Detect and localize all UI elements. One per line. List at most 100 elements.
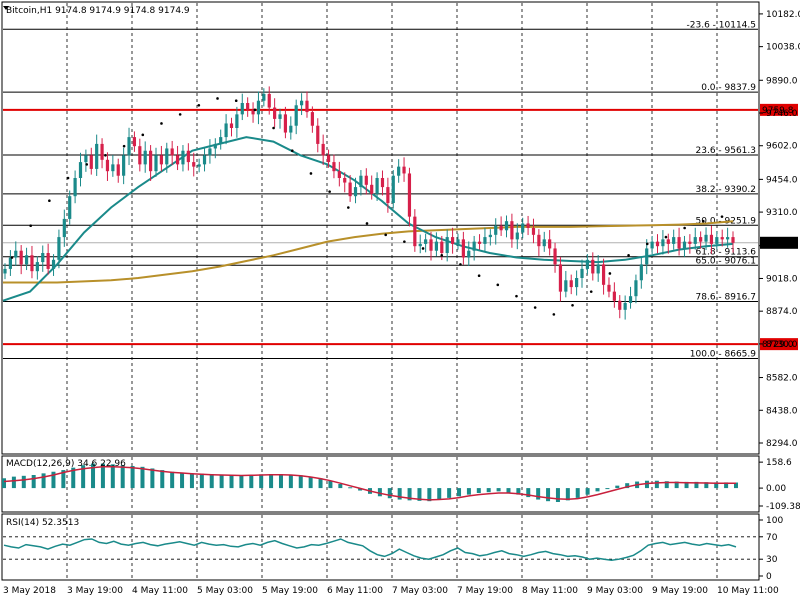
candle-body xyxy=(35,262,39,272)
candle-body xyxy=(564,280,568,292)
macd-histogram-bar xyxy=(546,488,551,502)
current-price-label: 9174.9 xyxy=(762,239,794,249)
candle-body xyxy=(391,175,395,203)
candle-body xyxy=(256,100,261,115)
time-tick-label: 10 May 11:00 xyxy=(717,586,779,596)
candle-body xyxy=(348,182,352,197)
time-tick-label: 3 May 19:00 xyxy=(67,586,123,596)
time-tick-label: 5 May 19:00 xyxy=(262,586,318,596)
sar-dot xyxy=(459,263,462,266)
sar-dot xyxy=(477,274,481,278)
sar-dot xyxy=(309,172,313,175)
candle-body xyxy=(672,237,676,244)
candle-body xyxy=(580,268,584,278)
candle-body xyxy=(370,184,374,194)
candle-body xyxy=(650,241,654,249)
candle-body xyxy=(515,232,519,240)
candle-body xyxy=(699,237,703,242)
candle-body xyxy=(41,253,45,263)
macd-tick-label: 0.00 xyxy=(766,484,786,494)
candle-body xyxy=(477,241,482,244)
candle-body xyxy=(73,178,77,197)
candle-body xyxy=(332,162,336,172)
macd-histogram-bar xyxy=(189,473,194,489)
dropdown-triangle-icon[interactable] xyxy=(3,6,9,10)
candle-body xyxy=(8,257,12,269)
candle-body xyxy=(229,123,234,128)
macd-histogram-bar xyxy=(219,474,224,489)
rsi-tick-label: 0 xyxy=(766,572,772,582)
sar-dot xyxy=(160,122,163,125)
ma-fast-line xyxy=(2,136,734,302)
candle-body xyxy=(380,178,385,188)
candle-body xyxy=(467,250,471,258)
candle-body xyxy=(62,218,66,238)
candle-body xyxy=(726,237,730,240)
candle-body xyxy=(693,237,697,244)
candle-body xyxy=(132,137,137,147)
fib-level-label: 100.0 - 8665.9 xyxy=(690,349,756,359)
sar-dot xyxy=(589,290,593,293)
macd-histogram-bar xyxy=(170,471,175,489)
candle-body xyxy=(715,237,719,244)
candle-body xyxy=(283,114,288,133)
candle-body xyxy=(89,155,93,169)
candle-body xyxy=(569,280,573,288)
macd-histogram-bar xyxy=(348,487,353,489)
fib-level-label: 65.0 - 9076.1 xyxy=(696,256,757,266)
sar-dot xyxy=(608,272,612,275)
candle-body xyxy=(618,300,622,310)
candle-body xyxy=(305,100,309,113)
rsi-label: RSI(14) 52.3513 xyxy=(6,518,79,528)
candle-body xyxy=(127,137,131,156)
candle-body xyxy=(299,100,304,106)
candle-body xyxy=(521,223,525,233)
candle-body xyxy=(30,255,34,272)
macd-histogram-bar xyxy=(110,464,115,489)
macd-histogram-bar xyxy=(605,488,610,490)
sar-dot xyxy=(552,313,556,316)
macd-histogram-bar xyxy=(496,488,501,492)
time-tick-label: 9 May 19:00 xyxy=(652,586,708,596)
macd-histogram-bar xyxy=(120,465,125,489)
candle-body xyxy=(202,155,207,165)
parabolic-sar xyxy=(10,97,724,316)
macd-histogram-bar xyxy=(447,488,452,498)
macd-histogram-bar xyxy=(615,485,620,489)
candle-body xyxy=(440,241,444,253)
price-axis: 10182.0 10038.0 9890.0 9746.0 9602.0 9454.0 93… xyxy=(759,10,800,449)
candle-body xyxy=(628,296,633,303)
sar-dot xyxy=(571,303,574,307)
candle-body xyxy=(731,237,735,243)
macd-histogram-bar xyxy=(150,468,155,489)
macd-histogram-bar xyxy=(160,470,165,489)
candle-body xyxy=(78,162,83,178)
candle-body xyxy=(424,239,428,244)
macd-histogram-bar xyxy=(585,488,590,495)
candle-body xyxy=(19,250,23,265)
candle-body xyxy=(364,175,368,185)
candle-body xyxy=(14,250,18,258)
fibonacci-levels: -23.6 - 10114.5 0.0 - 9837.9 23.6 - 9561.3… xyxy=(3,20,758,359)
macd-tick-label: -109.38 xyxy=(766,502,800,512)
red-levels: 9759.8 8729.0 xyxy=(3,103,798,351)
candle-body xyxy=(219,137,223,144)
time-tick-label: 6 May 11:00 xyxy=(327,586,383,596)
candle-body xyxy=(413,216,417,247)
candle-body xyxy=(386,187,390,203)
candle-body xyxy=(24,255,29,265)
macd-histogram-bar xyxy=(209,474,214,489)
ma-slow-line xyxy=(3,220,734,284)
candle-body xyxy=(273,107,277,119)
candle-body xyxy=(235,114,239,128)
macd-histogram-bar xyxy=(377,488,382,497)
candle-body xyxy=(100,143,104,160)
macd-histogram-bar xyxy=(387,488,392,499)
macd-histogram-bar xyxy=(180,472,185,489)
candle-body xyxy=(488,234,492,238)
sar-dot xyxy=(384,233,387,237)
fib-level-label: 0.0 - 9837.9 xyxy=(701,83,756,93)
macd-histogram-bar xyxy=(61,470,66,489)
candle-body xyxy=(165,148,169,165)
